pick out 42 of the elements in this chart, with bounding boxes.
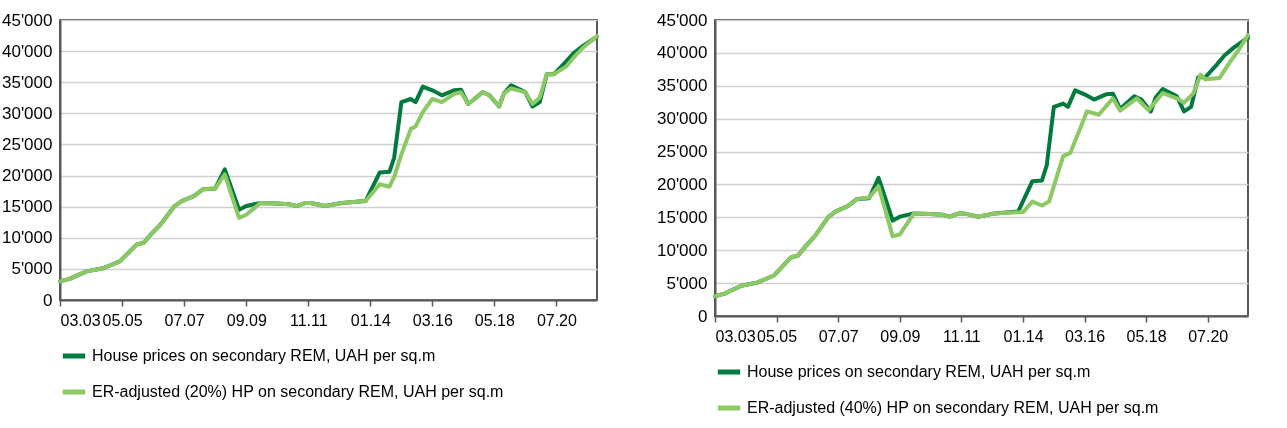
legend-label: ER-adjusted (20%) HP on secondary REM, UAH per sq.m — [92, 383, 504, 400]
y-tick-label: 25'000 — [656, 142, 708, 162]
legend-label: House prices on secondary REM, UAH per sq.m — [747, 363, 1091, 380]
x-tick-label: 09.09 — [880, 327, 921, 345]
y-tick-label: 25'000 — [1, 134, 53, 154]
x-tick-label: 07.20 — [536, 311, 578, 329]
y-tick-label: 45'000 — [656, 10, 708, 30]
x-tick-label: 03.16 — [412, 311, 453, 329]
x-tick-label: 11.11 — [943, 327, 981, 345]
y-tick-label: 0 — [43, 290, 53, 310]
y-tick-label: 15'000 — [656, 207, 708, 227]
y-tick-label: 20'000 — [1, 166, 53, 186]
y-tick-label: 20'000 — [656, 174, 708, 194]
y-tick-label: 0 — [698, 306, 708, 326]
x-tick-label: 11.11 — [289, 311, 328, 329]
x-tick-label: 07.07 — [164, 311, 205, 329]
x-tick-label: 05.18 — [1126, 327, 1167, 345]
x-tick-label: 03.16 — [1065, 327, 1106, 345]
x-tick-label: 07.20 — [1188, 327, 1229, 345]
y-tick-label: 40'000 — [656, 43, 708, 63]
x-tick-label: 01.14 — [1003, 327, 1044, 345]
y-tick-label: 5'000 — [666, 273, 708, 293]
y-tick-label: 45'000 — [1, 10, 53, 30]
y-tick-label: 15'000 — [1, 197, 53, 217]
y-tick-label: 10'000 — [656, 240, 708, 260]
legend-label: House prices on secondary REM, UAH per sq.m — [92, 347, 436, 364]
x-tick-label: 05.18 — [474, 311, 515, 329]
y-tick-label: 30'000 — [1, 103, 53, 123]
x-tick-label: 03.03 — [715, 327, 756, 345]
x-tick-label: 05.05 — [102, 311, 143, 329]
y-tick-label: 35'000 — [1, 72, 53, 92]
y-tick-label: 35'000 — [656, 76, 708, 96]
x-tick-label: 07.07 — [818, 327, 859, 345]
x-tick-label: 09.09 — [226, 311, 267, 329]
x-tick-label: 03.03 — [60, 311, 101, 329]
x-tick-label: 01.14 — [350, 311, 391, 329]
x-tick-label: 05.05 — [757, 327, 798, 345]
legend-label: ER-adjusted (40%) HP on secondary REM, UAH per sq.m — [747, 399, 1159, 416]
y-tick-label: 30'000 — [656, 109, 708, 129]
y-tick-label: 5'000 — [11, 259, 53, 279]
y-tick-label: 40'000 — [1, 41, 53, 61]
y-tick-label: 10'000 — [1, 228, 53, 248]
